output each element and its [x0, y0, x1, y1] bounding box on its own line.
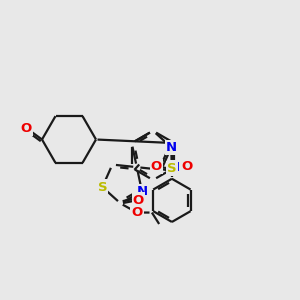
Text: S: S — [167, 162, 177, 176]
Text: O: O — [182, 160, 193, 173]
Text: O: O — [151, 160, 162, 173]
Text: S: S — [98, 181, 107, 194]
Text: N: N — [136, 185, 148, 198]
Text: N: N — [169, 161, 180, 174]
Text: O: O — [131, 206, 142, 219]
Text: O: O — [133, 194, 144, 206]
Text: N: N — [166, 141, 177, 154]
Text: O: O — [21, 122, 32, 135]
